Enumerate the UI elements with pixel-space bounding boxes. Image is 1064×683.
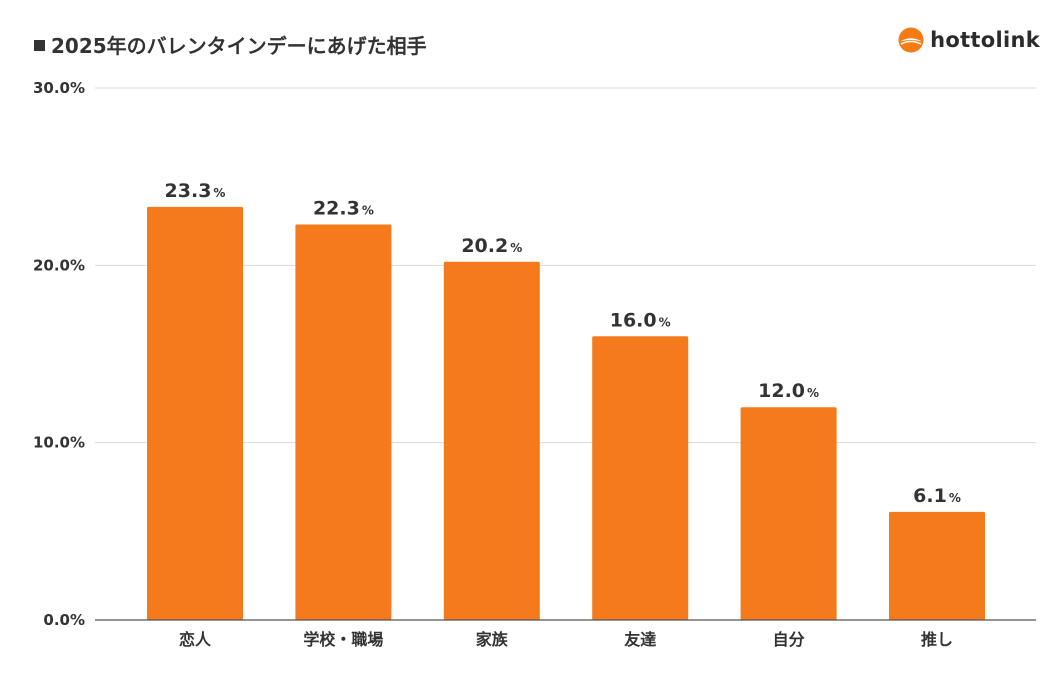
y-tick-label: 10.0% — [33, 434, 85, 452]
bar — [443, 261, 540, 620]
title-bullet-icon — [34, 40, 45, 51]
bar — [889, 511, 985, 620]
hottolink-logo-icon — [898, 27, 924, 53]
bar — [295, 224, 392, 620]
category-label: 恋人 — [179, 630, 212, 649]
y-axis-ticks: 0.0% 10.0% 20.0% 30.0% — [33, 79, 85, 629]
y-tick-label: 0.0% — [43, 611, 85, 629]
data-labels: 23.3 % 22.3 % 20.2 % 16.0 % 12.0 % 6.1% — [165, 180, 961, 507]
brand-name: hottolink — [930, 28, 1040, 52]
bars — [147, 206, 985, 620]
x-axis-categories: 恋人 学校・職場 家族 友達 自分 推し — [179, 630, 953, 649]
category-label: 学校・職場 — [303, 630, 383, 649]
category-label: 友達 — [624, 630, 656, 649]
category-label: 家族 — [476, 630, 509, 649]
chart-title: 2025年のバレンタインデーにあげた相手 — [34, 30, 427, 59]
data-label: 12.0% — [758, 380, 819, 402]
data-label: 6.1% — [913, 485, 961, 507]
brand-logo: hottolink — [898, 27, 1040, 53]
bar — [740, 407, 837, 620]
category-label: 自分 — [773, 630, 805, 649]
bar — [592, 336, 689, 620]
data-label: 16.0% — [610, 309, 671, 331]
y-tick-label: 20.0% — [33, 256, 85, 274]
gridlines — [95, 87, 1036, 444]
data-label: 20.2% — [461, 235, 522, 257]
category-label: 推し — [921, 630, 953, 649]
data-label: 23.3% — [165, 180, 226, 202]
chart-title-text: 2025年のバレンタインデーにあげた相手 — [51, 34, 427, 58]
y-tick-label: 30.0% — [33, 79, 85, 97]
data-label: 22.3% — [313, 198, 374, 220]
bar — [147, 206, 243, 620]
